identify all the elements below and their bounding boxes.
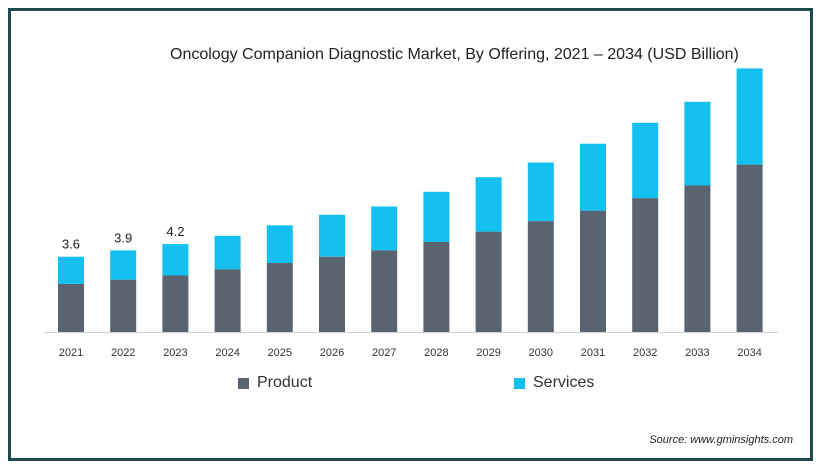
bar-services-2023 [162,244,189,276]
data-label-2021: 3.6 [62,237,80,252]
x-tick-2030: 2030 [529,347,553,359]
x-tick-2033: 2033 [685,347,709,359]
bar-services-2021 [58,256,84,284]
x-tick-2029: 2029 [476,347,500,359]
bar-product-2023 [162,275,189,332]
x-tick-group: 2021 2022 2023 2024 2025 2026 2027 2028 2029 2030… [59,347,762,359]
bar-product-2021 [58,283,84,332]
x-tick-2027: 2027 [372,347,396,359]
x-tick-2022: 2022 [111,347,135,359]
bar-services-2026 [319,214,345,257]
data-label-2023: 4.2 [166,224,184,239]
bar-services-2031 [580,143,606,211]
bar-services-2033 [684,101,711,186]
bar-product-2022 [110,279,137,332]
x-tick-2032: 2032 [633,347,657,359]
data-label-group: 3.6 3.9 4.2 [62,224,184,252]
legend-label-product: Product [257,374,313,391]
bar-product-2025 [266,263,293,332]
legend-swatch-product [238,377,249,389]
bar-product-2027 [371,250,398,332]
bar-services-2027 [371,206,398,251]
bar-services-2025 [266,225,293,263]
legend-swatch-services [514,377,525,389]
bar-group [58,68,763,332]
bar-product-2032 [632,198,659,332]
bar-services-2034 [736,68,763,165]
legend-item-product: Product [238,374,312,392]
x-tick-2023: 2023 [163,347,187,359]
chart-frame [8,8,813,461]
data-label-2022: 3.9 [114,230,132,245]
bar-services-2029 [475,177,502,232]
bar-services-2028 [423,191,450,242]
bar-services-2024 [214,235,241,270]
legend: Product Services [0,374,823,398]
bar-product-2029 [475,231,502,332]
bar-product-2028 [423,242,450,332]
bar-product-2030 [527,221,554,332]
bar-services-2032 [632,122,659,199]
legend-item-services: Services [514,374,594,392]
x-tick-2031: 2031 [581,347,605,359]
chart-title: Oncology Companion Diagnostic Market, By… [170,46,739,63]
x-tick-2025: 2025 [268,347,292,359]
x-tick-2034: 2034 [737,347,761,359]
bar-product-2033 [684,185,711,332]
x-tick-2021: 2021 [59,347,83,359]
bar-product-2026 [319,256,345,332]
bar-services-2030 [527,162,554,222]
x-tick-2024: 2024 [215,347,239,359]
x-tick-2028: 2028 [424,347,448,359]
x-tick-2026: 2026 [320,347,344,359]
bar-product-2024 [214,269,241,332]
source-note: Source: www.gminsights.com [649,434,793,446]
legend-label-services: Services [533,374,595,391]
bar-product-2031 [580,210,606,332]
bar-product-2034 [736,164,763,332]
bar-services-2022 [110,250,137,280]
